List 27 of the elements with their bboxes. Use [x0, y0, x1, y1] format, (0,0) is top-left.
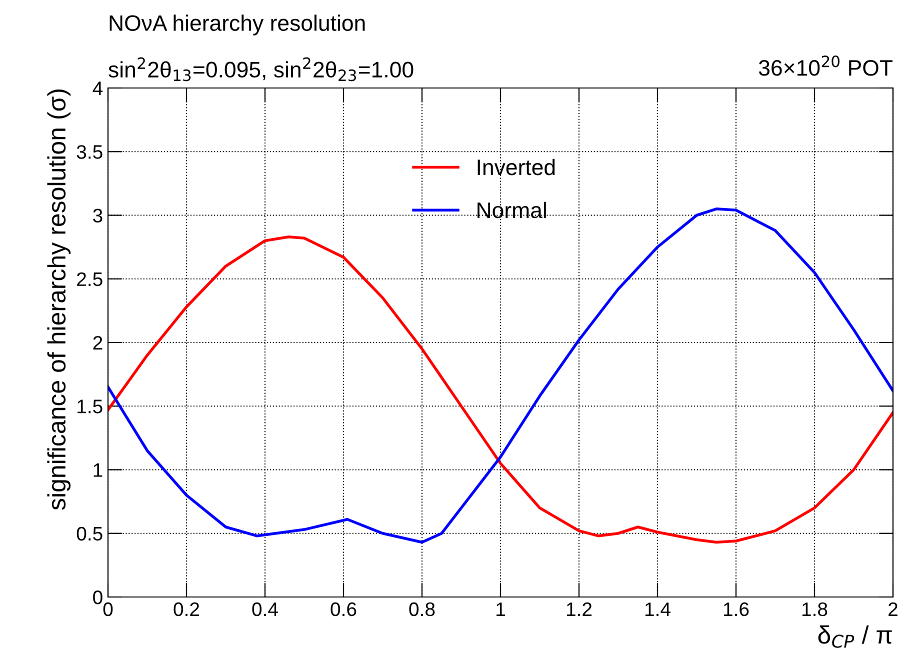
x-tick-label: 1.2: [566, 602, 592, 616]
y-tick-label: 4: [92, 82, 103, 96]
text: 36×10$^{20}$ POT: [758, 56, 892, 76]
legend-label: Normal: [478, 202, 546, 218]
y-axis-title: significance of hierarchy resolution (σ): [47, 90, 71, 510]
x-tick-label: 0.6: [330, 602, 356, 616]
x-tick-label: 2: [888, 602, 898, 616]
y-tick-label: 2: [93, 336, 102, 350]
y-tick-label: 0: [93, 590, 102, 604]
x-tick-label: 1.6: [724, 602, 749, 616]
x-tick-label: 1: [496, 602, 505, 616]
chart-title: NOνA hierarchy resolution: [110, 14, 365, 36]
y-tick-label: 2.5: [77, 272, 102, 286]
text: sin$^{2}$2θ$_{13}$=0.095, sin$^{2}$2θ$_{23}$=1.00: [108, 57, 414, 82]
x-tick-label: 1.4: [645, 602, 670, 616]
y-tick-label: 1: [94, 463, 102, 477]
legend-label: Inverted: [478, 158, 555, 176]
x-axis-title: δ$_{CP}$ / π: [818, 625, 892, 648]
x-tick-label: 0: [103, 602, 113, 616]
y-tick-label: 3: [93, 208, 102, 222]
x-tick-label: 0.8: [409, 602, 435, 616]
x-tick-label: 1.8: [802, 602, 828, 616]
x-tick-label: 0.2: [174, 602, 200, 616]
y-tick-label: 0.5: [76, 526, 102, 541]
y-tick-label: 3.5: [76, 145, 102, 159]
y-tick-label: 1.5: [78, 400, 102, 414]
x-tick-label: 0.4: [252, 602, 278, 616]
